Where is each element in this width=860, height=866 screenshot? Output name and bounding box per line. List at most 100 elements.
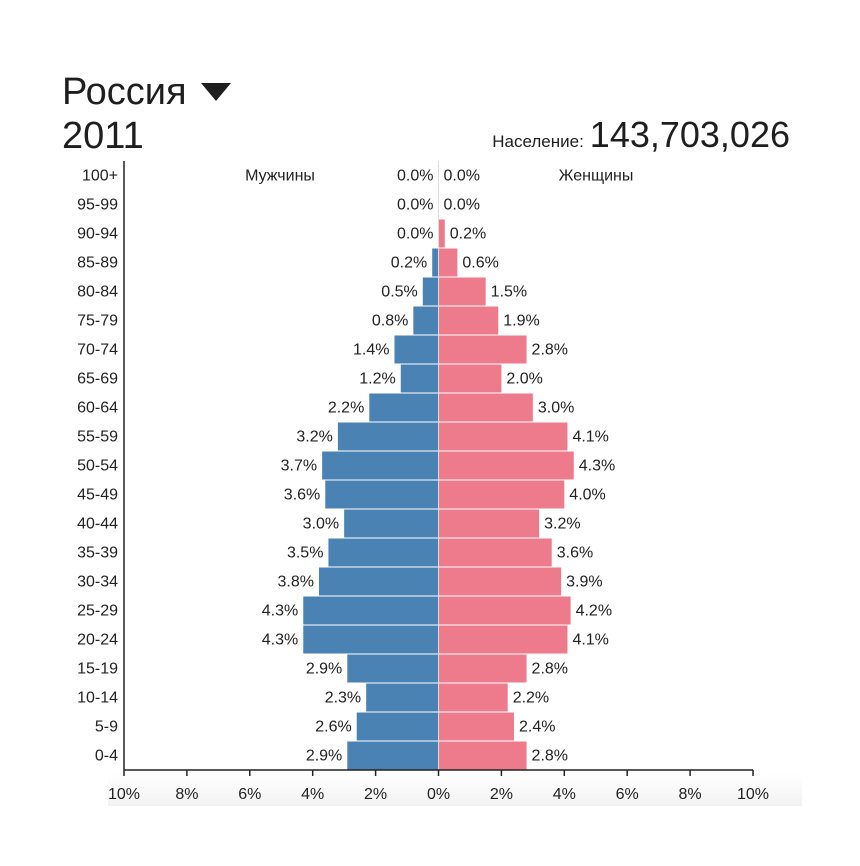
female-bar	[438, 393, 533, 422]
age-group-label: 65-69	[77, 371, 118, 388]
male-bar	[347, 741, 439, 770]
legend-female: Женщины	[559, 168, 634, 185]
male-value-label: 0.0%	[397, 197, 433, 214]
male-value-label: 1.4%	[353, 342, 389, 359]
male-bar	[413, 306, 439, 335]
female-value-label: 0.0%	[444, 168, 480, 185]
x-tick-label: 10%	[108, 786, 140, 803]
male-bar	[318, 567, 439, 596]
male-value-label: 3.0%	[303, 516, 339, 533]
male-value-label: 1.2%	[359, 371, 395, 388]
male-value-label: 3.5%	[287, 545, 323, 562]
female-value-label: 2.8%	[532, 342, 568, 359]
age-group-label: 40-44	[77, 516, 118, 533]
population-display: Население: 143,703,026	[492, 114, 790, 156]
male-value-label: 2.9%	[306, 748, 342, 765]
caret-down-icon[interactable]	[200, 83, 231, 101]
female-value-label: 3.2%	[544, 516, 580, 533]
female-value-label: 2.2%	[513, 690, 549, 707]
female-bar	[438, 277, 486, 306]
female-value-label: 3.9%	[566, 574, 602, 591]
age-group-label: 45-49	[77, 487, 118, 504]
age-group-label: 25-29	[77, 603, 118, 620]
country-name: Россия	[62, 71, 187, 113]
population-value: 143,703,026	[589, 114, 790, 155]
female-value-label: 2.4%	[519, 719, 555, 736]
age-group-label: 30-34	[77, 574, 118, 591]
female-value-label: 2.8%	[532, 748, 568, 765]
male-value-label: 0.8%	[372, 313, 408, 330]
female-value-label: 4.3%	[579, 458, 615, 475]
age-group-label: 20-24	[77, 632, 118, 649]
age-group-label: 85-89	[77, 255, 118, 272]
female-value-label: 4.0%	[569, 487, 605, 504]
age-group-label: 10-14	[77, 690, 118, 707]
age-group-label: 90-94	[77, 226, 118, 243]
female-bar	[438, 712, 514, 741]
x-tick-label: 6%	[238, 786, 261, 803]
male-bar	[303, 596, 439, 625]
country-selector[interactable]: Россия	[62, 70, 231, 114]
male-value-label: 3.2%	[296, 429, 332, 446]
female-value-label: 2.8%	[532, 661, 568, 678]
female-bar	[438, 335, 527, 364]
x-tick-label: 2%	[364, 786, 387, 803]
male-value-label: 2.2%	[328, 400, 364, 417]
female-value-label: 0.2%	[450, 226, 486, 243]
female-value-label: 4.1%	[572, 632, 608, 649]
age-group-label: 95-99	[77, 197, 118, 214]
female-bar	[438, 567, 562, 596]
male-value-label: 2.6%	[315, 719, 351, 736]
female-bar	[438, 596, 571, 625]
year-label: 2011	[62, 115, 144, 157]
female-value-label: 2.0%	[506, 371, 542, 388]
male-value-label: 0.5%	[381, 284, 417, 301]
x-tick-label: 6%	[616, 786, 639, 803]
x-tick-label: 8%	[175, 786, 198, 803]
axis-band	[108, 774, 802, 806]
age-group-label: 80-84	[77, 284, 118, 301]
male-value-label: 3.7%	[281, 458, 317, 475]
female-value-label: 0.0%	[444, 197, 480, 214]
female-bar	[438, 625, 568, 654]
female-value-label: 1.9%	[503, 313, 539, 330]
age-group-label: 60-64	[77, 400, 118, 417]
x-tick-label: 2%	[490, 786, 513, 803]
female-bar	[438, 683, 508, 712]
male-bar	[422, 277, 439, 306]
male-bar	[394, 335, 439, 364]
x-tick-label: 8%	[679, 786, 702, 803]
female-value-label: 3.0%	[538, 400, 574, 417]
male-value-label: 4.3%	[262, 603, 298, 620]
age-group-label: 35-39	[77, 545, 118, 562]
male-bar	[322, 451, 439, 480]
female-value-label: 4.1%	[572, 429, 608, 446]
male-value-label: 3.8%	[278, 574, 314, 591]
age-group-label: 50-54	[77, 458, 118, 475]
male-value-label: 4.3%	[262, 632, 298, 649]
female-bar	[438, 741, 527, 770]
age-group-label: 70-74	[77, 342, 118, 359]
male-value-label: 2.9%	[306, 661, 342, 678]
age-group-label: 100+	[82, 168, 118, 185]
female-bar	[438, 364, 502, 393]
female-bar	[438, 654, 527, 683]
female-bar	[438, 480, 565, 509]
male-bar	[432, 248, 439, 277]
male-value-label: 0.0%	[397, 168, 433, 185]
age-group-label: 0-4	[95, 748, 118, 765]
age-group-label: 15-19	[77, 661, 118, 678]
female-bar	[438, 451, 574, 480]
male-bar	[325, 480, 439, 509]
female-value-label: 3.6%	[557, 545, 593, 562]
male-value-label: 3.6%	[284, 487, 320, 504]
female-value-label: 1.5%	[491, 284, 527, 301]
female-bar	[438, 306, 499, 335]
male-value-label: 0.2%	[391, 255, 427, 272]
x-tick-label: 0%	[427, 786, 450, 803]
age-group-label: 5-9	[95, 719, 118, 736]
male-bar	[303, 625, 439, 654]
female-bar	[438, 422, 568, 451]
x-tick-label: 4%	[553, 786, 576, 803]
male-value-label: 2.3%	[325, 690, 361, 707]
